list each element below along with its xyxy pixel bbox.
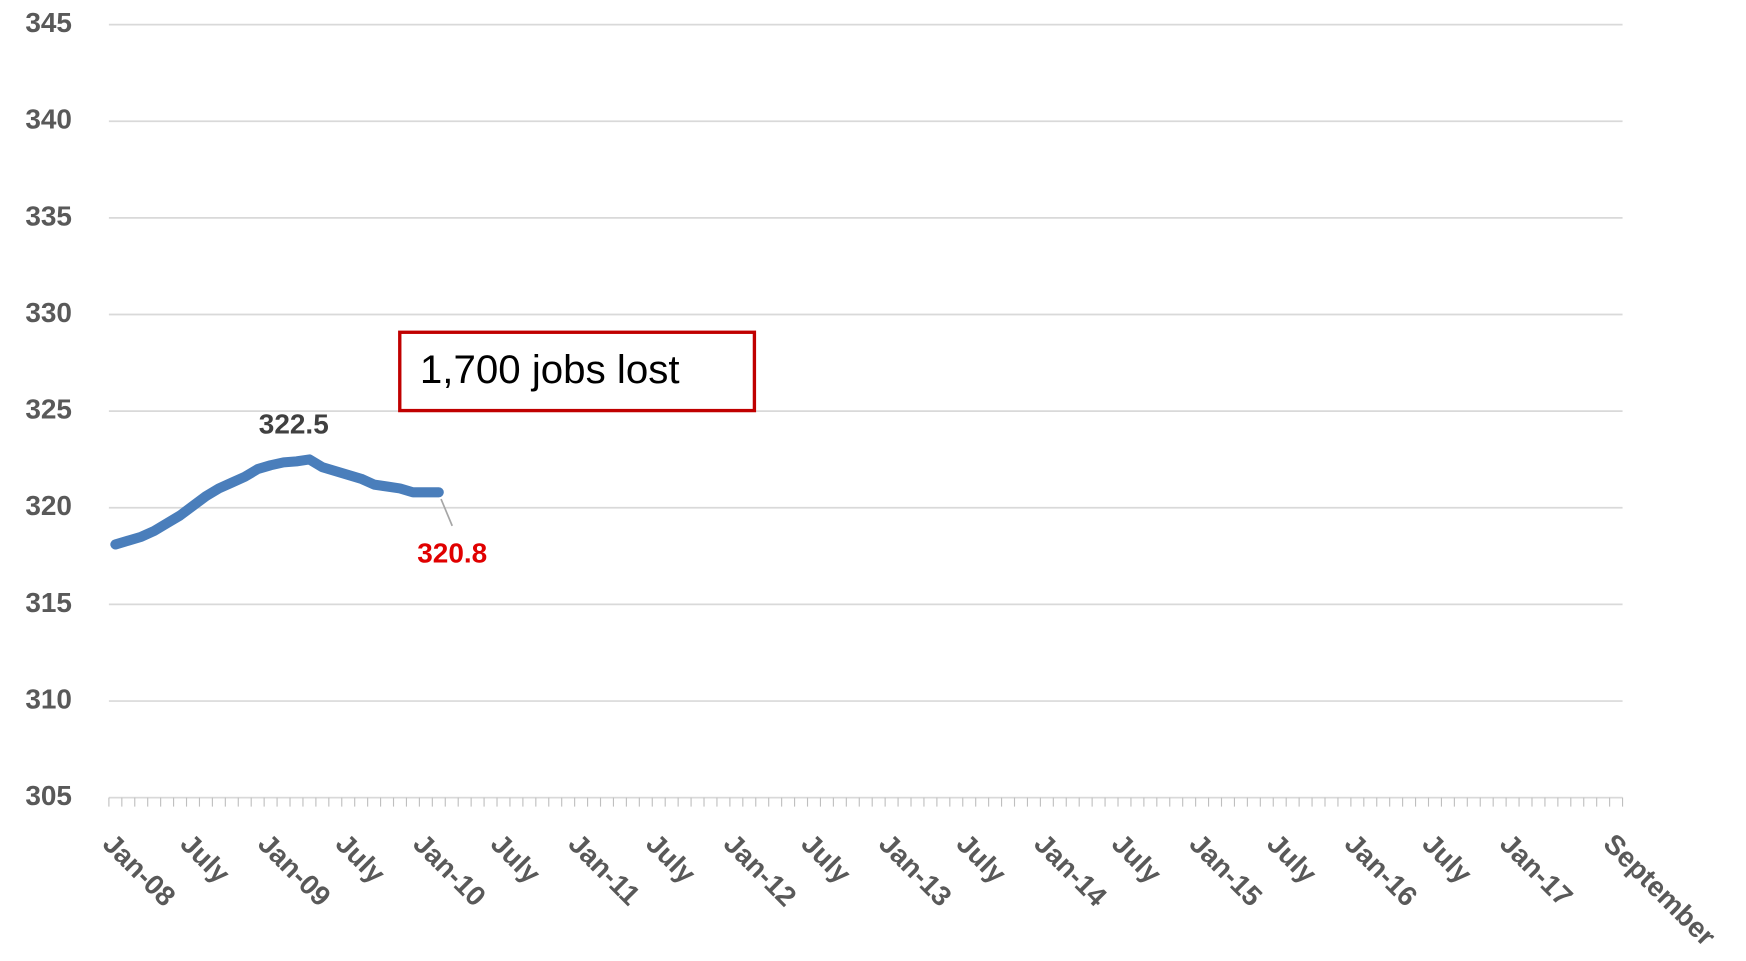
annotation-text: 1,700 jobs lost <box>420 347 680 392</box>
x-tick-label: September <box>1598 828 1722 952</box>
x-tick-label: July <box>640 828 702 890</box>
y-tick-label: 315 <box>25 587 72 618</box>
x-tick-label: Jan-08 <box>97 828 182 913</box>
y-tick-label: 330 <box>25 297 72 328</box>
y-tick-label: 335 <box>25 200 72 231</box>
x-tick-label: Jan-09 <box>252 828 337 913</box>
x-tick-label: July <box>1106 828 1168 890</box>
x-tick-label: Jan-12 <box>718 828 803 913</box>
y-tick-label: 325 <box>25 394 72 425</box>
x-tick-label: Jan-17 <box>1494 828 1579 913</box>
data-label: 322.5 <box>259 408 329 439</box>
data-label: 320.8 <box>417 537 487 568</box>
y-tick-label: 320 <box>25 490 72 521</box>
x-tick-label: July <box>330 828 392 890</box>
x-tick-label: July <box>796 828 858 890</box>
x-tick-label: July <box>1417 828 1479 890</box>
data-line <box>110 454 444 550</box>
y-tick-label: 340 <box>25 104 72 135</box>
annotation-box <box>398 330 757 413</box>
y-tick-label: 345 <box>25 7 72 38</box>
x-tick-label: Jan-11 <box>563 828 646 911</box>
leader-line <box>440 498 453 527</box>
y-tick-label: 310 <box>25 683 72 714</box>
x-tick-label: Jan-10 <box>407 828 492 913</box>
x-tick-label: Jan-15 <box>1184 828 1269 913</box>
x-tick-label: July <box>485 828 547 890</box>
y-tick-label: 305 <box>25 780 72 811</box>
x-tick-label: Jan-13 <box>873 828 958 913</box>
x-tick-label: July <box>951 828 1013 890</box>
x-tick-label: July <box>175 828 237 890</box>
x-tick-label: Jan-16 <box>1339 828 1424 913</box>
x-tick-label: Jan-14 <box>1028 828 1113 913</box>
annotation: 1,700 jobs lost <box>398 330 757 413</box>
x-tick-label: July <box>1261 828 1323 890</box>
